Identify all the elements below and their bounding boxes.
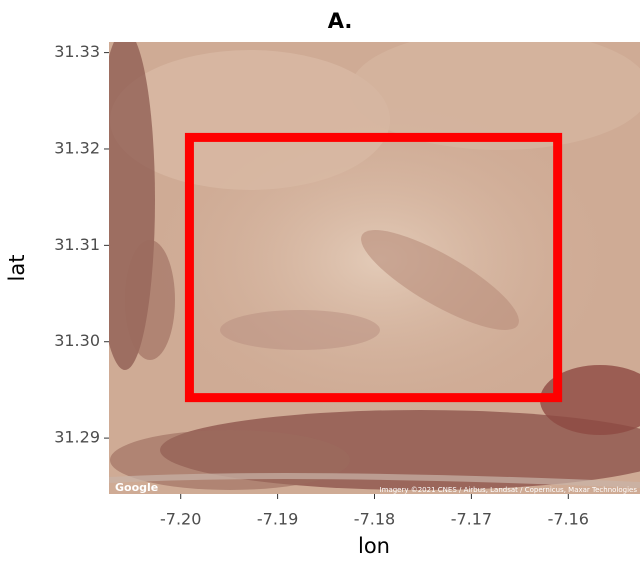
x-tick-label: -7.19 (257, 510, 298, 529)
x-tick-label: -7.20 (160, 510, 201, 529)
y-axis-label: lat (5, 255, 29, 282)
y-tick-label: 31.33 (54, 42, 100, 61)
x-tick-label: -7.18 (354, 510, 395, 529)
chart-title: A. (328, 9, 353, 33)
y-tick-label: 31.30 (54, 331, 100, 350)
x-axis-label: lon (358, 534, 390, 558)
x-tick-label: -7.16 (548, 510, 589, 529)
y-tick-label: 31.31 (54, 235, 100, 254)
y-tick-label: 31.32 (54, 138, 100, 157)
google-logo: Google (115, 481, 158, 494)
chart: A. lon lat Google Imagery ©2021 CNES / A… (0, 0, 640, 566)
imagery-attribution: Imagery ©2021 CNES / Airbus, Landsat / C… (380, 486, 638, 494)
x-tick-label: -7.17 (451, 510, 492, 529)
y-tick-label: 31.29 (54, 428, 100, 447)
